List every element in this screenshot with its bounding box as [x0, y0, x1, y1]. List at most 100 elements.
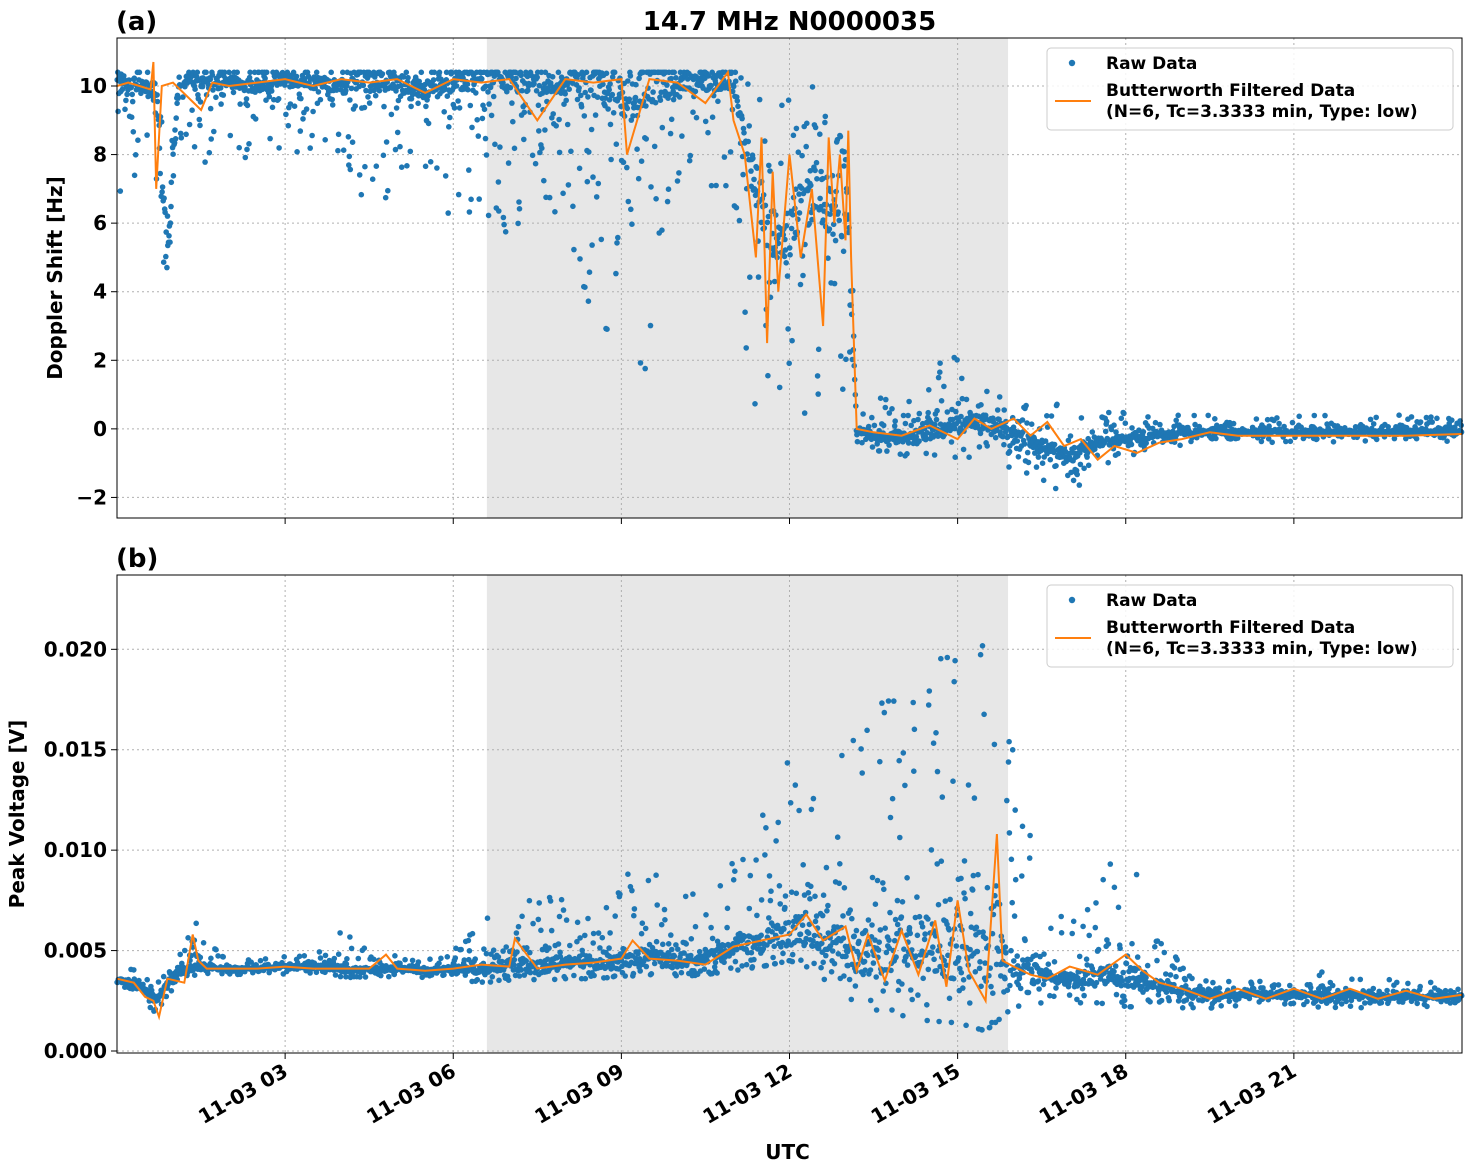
raw-data-point [570, 203, 576, 210]
raw-data-point [1216, 985, 1223, 991]
raw-data-point [434, 165, 440, 171]
raw-data-point [1008, 947, 1014, 954]
raw-data-point [174, 100, 180, 107]
raw-data-point [1025, 989, 1032, 996]
raw-data-point [814, 373, 821, 379]
raw-data-point [183, 131, 189, 138]
raw-data-point [500, 80, 506, 86]
raw-data-point [131, 967, 137, 973]
raw-data-point [443, 69, 450, 76]
raw-data-point [703, 912, 709, 918]
raw-data-point [1006, 738, 1012, 745]
raw-data-point [136, 69, 143, 76]
raw-data-point [984, 884, 991, 891]
raw-data-point [129, 98, 136, 105]
raw-data-point [317, 96, 324, 103]
raw-data-point [1373, 436, 1380, 443]
raw-data-point [869, 874, 876, 881]
raw-data-point [664, 82, 670, 88]
raw-data-point [709, 114, 716, 120]
raw-data-point [1083, 956, 1090, 962]
raw-data-point [810, 795, 817, 802]
raw-data-point [1269, 439, 1275, 446]
raw-data-point [956, 418, 962, 425]
raw-data-point [637, 360, 644, 366]
raw-data-point [747, 274, 753, 281]
raw-data-point [394, 129, 401, 136]
raw-data-point [1019, 823, 1026, 830]
raw-data-point [197, 99, 204, 105]
raw-data-point [904, 875, 910, 881]
raw-data-point [357, 974, 363, 980]
raw-data-point [210, 87, 216, 93]
raw-data-point [882, 925, 888, 931]
raw-data-point [636, 98, 643, 104]
raw-data-point [925, 966, 932, 973]
raw-data-point [654, 902, 660, 908]
raw-data-point [1093, 900, 1099, 906]
raw-data-point [430, 77, 437, 83]
raw-data-point [461, 957, 468, 963]
raw-data-point [812, 918, 819, 925]
raw-data-point [361, 104, 368, 111]
raw-data-point [356, 172, 363, 178]
raw-data-point [1068, 469, 1074, 476]
raw-data-point [887, 909, 893, 916]
raw-data-point [631, 906, 638, 912]
raw-data-point [812, 893, 818, 900]
raw-data-point [415, 959, 422, 965]
raw-data-point [455, 191, 462, 198]
raw-data-point [773, 838, 779, 844]
raw-data-point [903, 953, 909, 960]
raw-data-point [799, 152, 805, 159]
raw-data-point [841, 885, 848, 891]
raw-data-point [363, 87, 369, 94]
raw-data-point [1396, 412, 1402, 419]
raw-data-point [585, 94, 591, 100]
raw-data-point [786, 245, 793, 251]
raw-data-point [208, 136, 214, 142]
raw-data-point [952, 454, 958, 461]
raw-data-point [864, 727, 870, 734]
raw-data-point [1152, 944, 1158, 950]
raw-data-point [392, 953, 398, 959]
raw-data-point [994, 407, 1001, 413]
raw-data-point [485, 89, 491, 95]
raw-data-point [907, 930, 913, 937]
raw-data-point [315, 89, 322, 95]
raw-data-point [653, 196, 659, 202]
raw-data-point [1067, 433, 1074, 439]
raw-data-point [1077, 461, 1084, 468]
raw-data-point [483, 83, 489, 89]
raw-data-point [1019, 417, 1026, 423]
raw-data-point [1047, 992, 1053, 999]
raw-data-point [885, 698, 892, 704]
raw-data-point [950, 778, 956, 784]
raw-data-point [934, 861, 940, 867]
raw-data-point [812, 167, 818, 174]
raw-data-point [544, 956, 551, 962]
raw-data-point [360, 82, 367, 89]
raw-data-point [748, 168, 754, 174]
raw-data-point [172, 127, 178, 133]
raw-data-point [673, 972, 679, 979]
raw-data-point [1112, 963, 1119, 969]
raw-data-point [1136, 427, 1142, 434]
raw-data-point [755, 274, 762, 280]
raw-data-point [1038, 1000, 1044, 1006]
raw-data-point [831, 280, 838, 287]
raw-data-point [792, 782, 799, 788]
raw-data-point [877, 927, 884, 933]
raw-data-point [892, 418, 898, 424]
raw-data-point [340, 147, 347, 153]
raw-data-point [865, 423, 872, 430]
raw-data-point [869, 414, 875, 421]
raw-data-point [128, 84, 134, 91]
raw-data-point [527, 969, 534, 976]
raw-data-point [939, 794, 946, 800]
raw-data-point [1107, 861, 1114, 867]
raw-data-point [407, 148, 414, 155]
raw-data-point [849, 961, 855, 968]
raw-data-point [708, 182, 715, 189]
raw-data-point [597, 945, 603, 951]
